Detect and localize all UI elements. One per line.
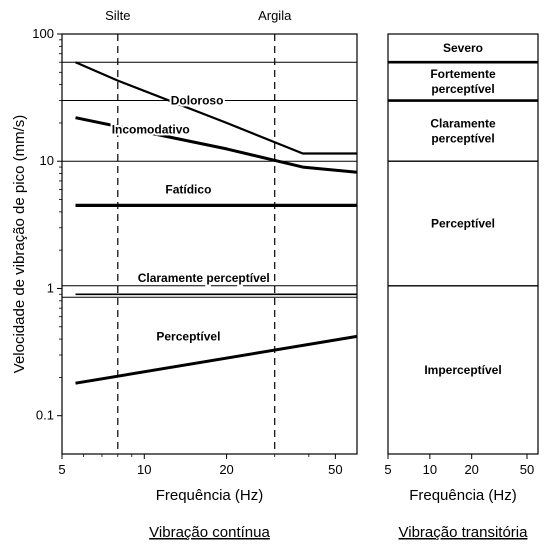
y-axis-title: Velocidade de vibração de pico (mm/s): [11, 115, 28, 373]
y-tick-label: 10: [40, 153, 54, 168]
series-label: Fatídico: [165, 182, 211, 196]
series-label: Claramente perceptível: [138, 271, 270, 285]
reference-label-silte: Silte: [105, 8, 130, 23]
zone-label: Severo: [443, 41, 483, 55]
series-line-1: [75, 116, 358, 174]
y-tick-label: 0.1: [36, 408, 54, 423]
plot-frame: [61, 33, 358, 455]
series-line-4: [75, 334, 358, 385]
x-tick-label: 10: [137, 462, 151, 477]
reference-label-argila: Argila: [258, 8, 292, 23]
zone-x-tick-label: 50: [520, 462, 534, 477]
x-tick-label: 20: [219, 462, 233, 477]
zone-label: Claramente: [430, 116, 496, 130]
series-label: Perceptível: [156, 329, 220, 343]
zone-label: Perceptível: [431, 217, 495, 231]
series-line-0: [75, 61, 357, 155]
zones-frame: [387, 33, 539, 455]
series-label: Incomodativo: [112, 123, 190, 137]
x-tick-label: 5: [58, 462, 65, 477]
zone-x-tick-label: 20: [464, 462, 478, 477]
y-tick-label: 100: [32, 26, 54, 41]
zone-x-tick-label: 5: [384, 462, 391, 477]
caption-continuous: Vibração contínua: [149, 524, 270, 541]
zone-label: Fortemente: [430, 67, 496, 81]
x-tick-label: 50: [328, 462, 342, 477]
zone-label: Imperceptível: [424, 363, 501, 377]
zone-x-tick-label: 10: [423, 462, 437, 477]
caption-transient: Vibração transitória: [399, 524, 529, 541]
series-label: Doloroso: [171, 93, 224, 107]
x-axis-title: Frequência (Hz): [156, 487, 264, 504]
zone-label: perceptível: [431, 82, 494, 96]
y-tick-label: 1: [47, 280, 54, 295]
zones-x-axis-title: Frequência (Hz): [409, 487, 517, 504]
zone-label: perceptível: [431, 131, 494, 145]
